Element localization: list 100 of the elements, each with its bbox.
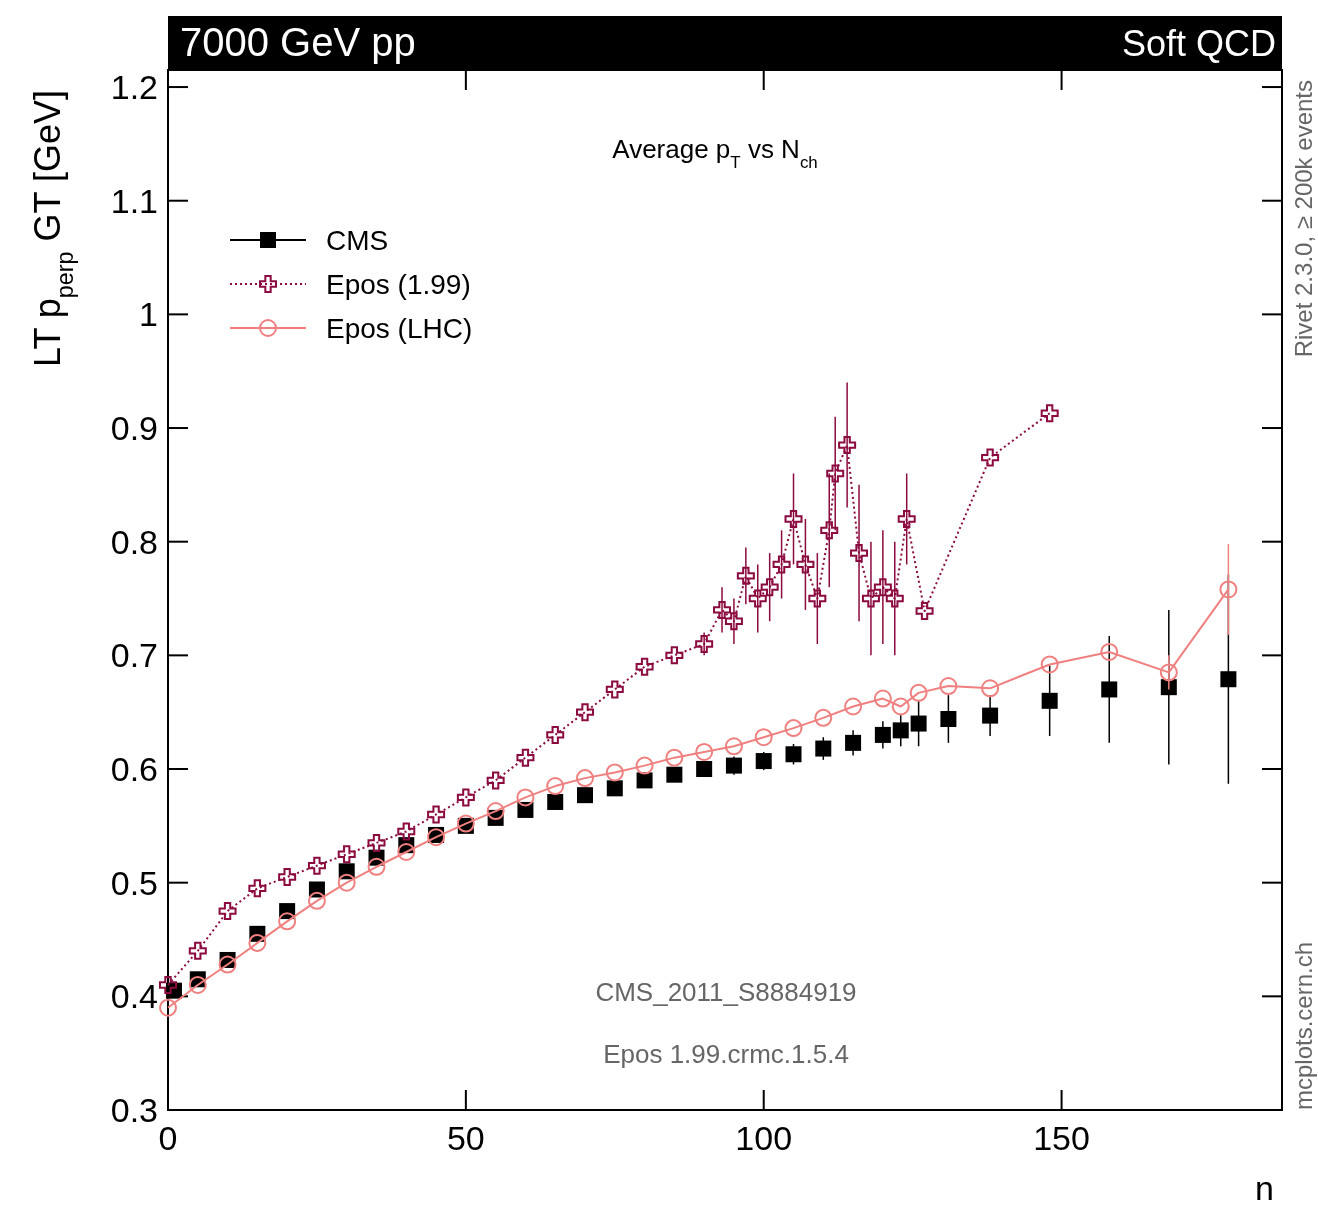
point (576, 769, 595, 788)
point (940, 711, 957, 728)
text: Rivet 2.3.0, ≥ 200k events (1290, 80, 1317, 358)
point (665, 646, 684, 665)
point (808, 589, 827, 608)
point (784, 509, 803, 528)
x-tick-label: 150 (1033, 1119, 1090, 1157)
point (820, 521, 839, 540)
point (1219, 580, 1238, 599)
point (695, 634, 714, 653)
point (547, 793, 564, 810)
y-tick-label: 1 (139, 295, 158, 334)
point (796, 555, 815, 574)
point (486, 771, 505, 790)
point (516, 748, 535, 767)
point (427, 805, 446, 824)
point (845, 734, 862, 751)
point (576, 703, 595, 722)
point (874, 726, 891, 743)
point (307, 891, 326, 910)
point (982, 707, 999, 724)
point (1159, 663, 1178, 682)
y-tick-label: 0.4 (110, 977, 158, 1016)
point (159, 975, 177, 994)
point (1040, 404, 1059, 423)
y-tick-label: 0.5 (110, 863, 158, 902)
point (826, 464, 845, 483)
point (248, 879, 267, 898)
point (748, 589, 767, 608)
y-tick-label: 0.7 (110, 636, 158, 675)
point (606, 780, 623, 797)
point (367, 857, 386, 876)
point (696, 761, 713, 778)
point (713, 600, 732, 619)
point (981, 679, 1000, 698)
point (754, 728, 773, 747)
point (577, 787, 594, 804)
y-tick-label: 0.6 (110, 750, 158, 789)
point (546, 725, 565, 744)
legend-label: Epos (1.99) (326, 269, 471, 300)
point (307, 856, 326, 875)
annotation: Average p$_{T}$ vs N$_{ch}$ (612, 134, 818, 172)
chart-subtitle: Soft QCD (1121, 23, 1276, 64)
y-tick-label: 0.8 (110, 522, 158, 561)
legend-label: Epos (LHC) (326, 313, 473, 344)
point (278, 912, 297, 931)
point (635, 657, 654, 676)
point (873, 689, 892, 708)
point (1220, 671, 1237, 688)
point (724, 737, 743, 756)
x-tick-label: 0 (158, 1119, 178, 1157)
point (725, 757, 742, 774)
point (605, 680, 624, 699)
point (337, 845, 356, 864)
point (397, 822, 416, 841)
point (666, 766, 683, 783)
point (724, 612, 743, 631)
point (278, 867, 297, 886)
point (635, 756, 654, 775)
point (1101, 681, 1118, 698)
x-tick-label: 100 (735, 1119, 793, 1157)
point (910, 715, 927, 732)
annotation: Epos 1.99.crmc.1.5.4 (603, 1039, 849, 1069)
point (486, 802, 505, 821)
point (159, 998, 177, 1017)
point (605, 763, 624, 782)
point (218, 902, 237, 921)
point (665, 748, 684, 767)
point (456, 788, 475, 807)
point (844, 697, 863, 716)
point (909, 683, 928, 702)
point (850, 544, 869, 563)
point (861, 589, 880, 608)
point (636, 772, 653, 789)
y-tick-label: 0.3 (110, 1091, 158, 1129)
annotation: CMS_2011_S8884919 (595, 977, 857, 1007)
point (397, 842, 416, 861)
point (546, 777, 565, 796)
point (218, 955, 237, 974)
point (892, 722, 909, 739)
point (885, 589, 904, 608)
point (516, 788, 535, 807)
point (427, 828, 446, 847)
point (367, 833, 386, 852)
point (838, 436, 857, 455)
point (1100, 642, 1119, 661)
point (939, 677, 958, 696)
point (1041, 692, 1058, 709)
point (337, 873, 356, 892)
point (785, 746, 802, 763)
point (248, 933, 267, 952)
legend-label: CMS (326, 225, 389, 256)
point (755, 753, 772, 770)
point (188, 975, 207, 994)
point (814, 708, 833, 727)
point (815, 740, 832, 757)
text: mcplots.cern.ch (1290, 941, 1317, 1110)
point (772, 555, 791, 574)
point (897, 509, 916, 528)
y-tick-label: 0.9 (110, 409, 158, 448)
